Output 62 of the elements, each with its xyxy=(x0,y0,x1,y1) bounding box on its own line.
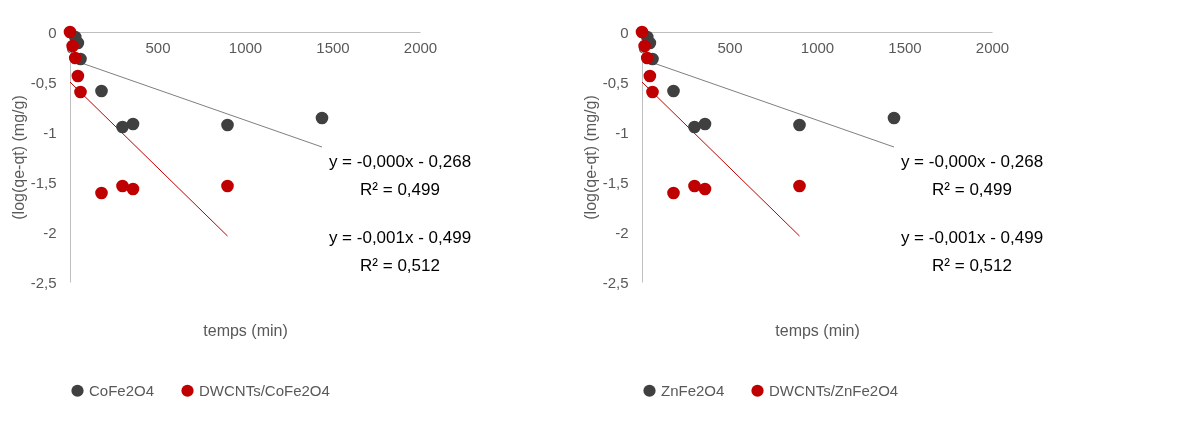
point xyxy=(688,120,701,134)
point xyxy=(793,118,806,132)
point xyxy=(71,69,85,83)
annotation: R² = 0,499 xyxy=(360,180,440,199)
y-tick-label: -2,5 xyxy=(30,273,57,291)
x-tick-label: 1000 xyxy=(800,38,835,56)
x-tick-label: 1500 xyxy=(888,38,922,56)
y-tick-label: -2,5 xyxy=(602,273,629,291)
point xyxy=(793,179,806,193)
point xyxy=(667,84,680,98)
annotation: R² = 0,512 xyxy=(360,256,440,275)
y-tick-label: -0,5 xyxy=(30,73,57,91)
x-tick-label: 500 xyxy=(717,38,743,56)
point xyxy=(635,25,649,39)
x-axis-title: temps (min) xyxy=(203,321,288,339)
x-tick-label: 1000 xyxy=(228,38,263,56)
annotation: y = -0,001x - 0,499 xyxy=(900,228,1044,247)
x-tick-label: 1500 xyxy=(316,38,350,56)
point xyxy=(116,179,129,193)
legend-label: ZnFe2O4 xyxy=(661,381,725,399)
point xyxy=(646,85,659,99)
point xyxy=(116,120,129,134)
y-tick-label: -1,5 xyxy=(30,173,57,191)
point xyxy=(887,111,901,125)
point xyxy=(95,186,108,200)
legend-label: DWCNTs/ZnFe2O4 xyxy=(769,381,899,399)
annotation: R² = 0,512 xyxy=(932,256,1012,275)
annotation: y = -0,000x - 0,268 xyxy=(328,152,472,171)
y-tick-label: -2 xyxy=(615,223,629,241)
point xyxy=(126,117,140,131)
point xyxy=(640,51,654,65)
x-tick-label: 2000 xyxy=(975,38,1010,56)
y-tick-label: -1 xyxy=(615,123,629,141)
point xyxy=(126,182,140,196)
point xyxy=(698,117,712,131)
x-axis-title: temps (min) xyxy=(775,321,860,339)
annotation: R² = 0,499 xyxy=(932,180,1012,199)
y-tick-label: -2 xyxy=(43,223,57,241)
point xyxy=(667,186,680,200)
point xyxy=(74,85,87,99)
point xyxy=(68,51,82,65)
point xyxy=(221,179,234,193)
point xyxy=(95,84,108,98)
y-axis-title: (log(qe-qt) (mg/g) xyxy=(9,95,27,220)
point xyxy=(221,118,234,132)
point xyxy=(63,25,77,39)
annotation: y = -0,001x - 0,499 xyxy=(328,228,472,247)
y-tick-label: -0,5 xyxy=(602,73,629,91)
annotation: y = -0,000x - 0,268 xyxy=(900,152,1044,171)
y-tick-label: 0 xyxy=(620,23,629,41)
point xyxy=(688,179,701,193)
legend-label: CoFe2O4 xyxy=(89,381,155,399)
x-tick-label: 500 xyxy=(145,38,171,56)
point xyxy=(643,69,657,83)
y-axis-title: (log(qe-qt) (mg/g) xyxy=(581,95,599,220)
y-tick-label: -1 xyxy=(43,123,57,141)
point xyxy=(698,182,712,196)
y-tick-label: -1,5 xyxy=(602,173,629,191)
y-tick-label: 0 xyxy=(48,23,57,41)
legend-label: DWCNTs/CoFe2O4 xyxy=(199,381,330,399)
point xyxy=(315,111,329,125)
x-tick-label: 2000 xyxy=(403,38,438,56)
